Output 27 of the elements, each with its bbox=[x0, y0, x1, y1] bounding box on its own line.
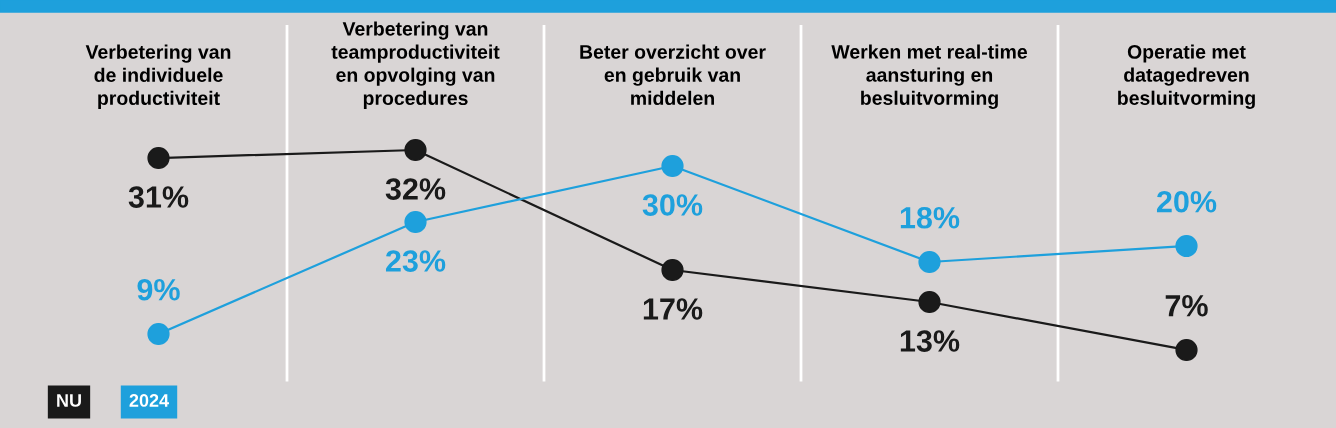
data-label: 32% bbox=[385, 178, 446, 200]
x-tick-label: Operatie met datagedreven besluitvorming bbox=[1118, 44, 1255, 109]
point bbox=[661, 154, 684, 178]
point bbox=[147, 146, 170, 170]
data-label: 13% bbox=[900, 330, 960, 352]
data-label: 17% bbox=[643, 298, 703, 320]
point bbox=[1175, 234, 1198, 258]
text: NU bbox=[57, 394, 81, 407]
point bbox=[404, 138, 427, 162]
x-tick-label: Verbetering van de individuele productiviteit bbox=[85, 44, 231, 109]
x-tick-label: Werken met real-time aansturing en besluitvorming bbox=[831, 44, 1028, 109]
point bbox=[918, 250, 941, 274]
point bbox=[404, 210, 427, 234]
point bbox=[147, 322, 170, 346]
data-label: 23% bbox=[385, 250, 446, 272]
data-label: 9% bbox=[137, 278, 180, 301]
point bbox=[1175, 338, 1198, 362]
data-label: 18% bbox=[900, 206, 960, 229]
data-label: 7% bbox=[1165, 294, 1208, 317]
data-label: 20% bbox=[1156, 190, 1217, 213]
x-tick-label: Verbetering van teamproductiviteit en opvolging van procedures bbox=[331, 21, 500, 109]
point bbox=[918, 290, 941, 314]
point bbox=[661, 258, 684, 282]
text: 2024 bbox=[129, 394, 169, 407]
x-tick-label: Beter overzicht over en gebruik van middelen bbox=[580, 44, 766, 106]
data-label: 31% bbox=[128, 186, 189, 208]
data-label: 30% bbox=[642, 194, 703, 216]
